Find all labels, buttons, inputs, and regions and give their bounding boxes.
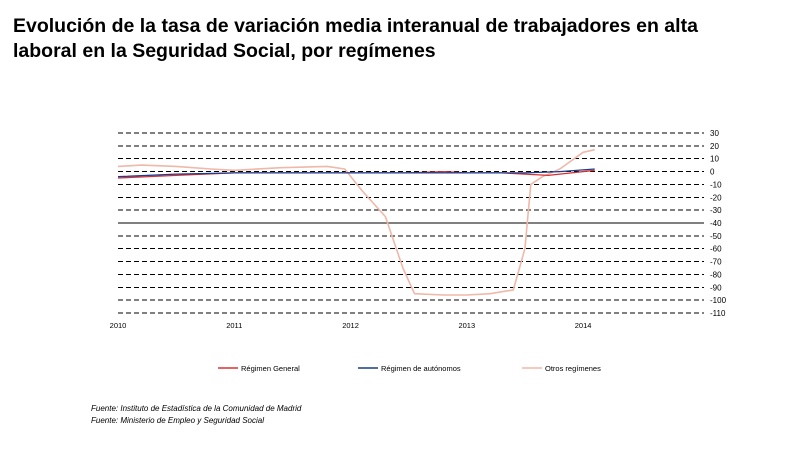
legend-label: Régimen General: [241, 364, 300, 373]
y-tick-label: -30: [710, 206, 722, 215]
legend-label: Régimen de autónomos: [381, 364, 461, 373]
y-tick-label: -100: [710, 296, 727, 305]
y-tick-label: -40: [710, 219, 722, 228]
y-tick-label: -90: [710, 283, 722, 292]
x-tick-label: 2013: [458, 321, 475, 330]
y-tick-label: -10: [710, 180, 722, 189]
y-tick-label: -80: [710, 270, 722, 279]
series-line: [117, 168, 595, 178]
y-tick-label: 30: [710, 129, 719, 138]
source-note-2: Fuente: Ministerio de Empleo y Seguridad…: [91, 416, 264, 425]
y-tick-label: -50: [710, 232, 722, 241]
y-tick-label: 10: [710, 155, 719, 164]
x-tick-label: 2011: [226, 321, 242, 330]
chart-title-line-2: laboral en la Seguridad Social, por regí…: [13, 40, 436, 62]
y-tick-label: -70: [710, 258, 722, 267]
x-tick-label: 2010: [110, 321, 127, 330]
legend-label: Otros regímenes: [545, 364, 601, 373]
chart-title: Evolución de la tasa de variación media …: [13, 14, 793, 64]
x-tick-label: 2014: [575, 321, 592, 330]
y-tick-label: -20: [710, 193, 722, 202]
chart-title-line-1: Evolución de la tasa de variación media …: [13, 15, 698, 37]
source-note-1: Fuente: Instituto de Estadística de la C…: [91, 404, 302, 413]
y-tick-label: 0: [710, 168, 715, 177]
y-tick-label: -110: [710, 309, 726, 318]
y-tick-label: 20: [710, 142, 719, 151]
y-tick-label: -60: [710, 245, 722, 254]
x-tick-label: 2012: [342, 321, 359, 330]
series-line: [117, 148, 595, 296]
